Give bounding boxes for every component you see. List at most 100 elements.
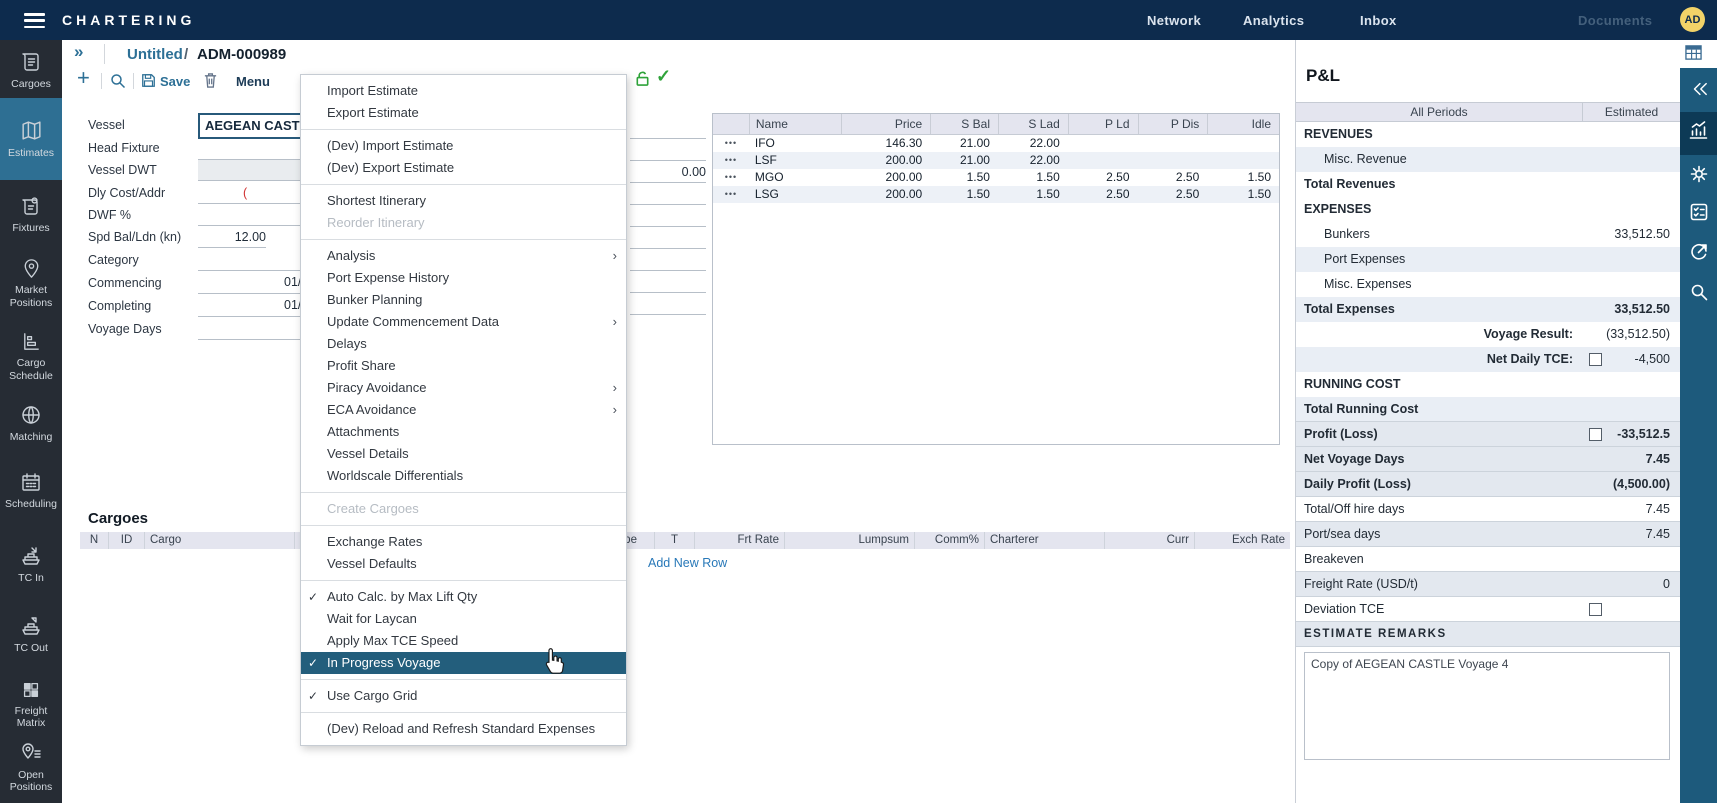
- menu-item-dev-reload-expenses[interactable]: (Dev) Reload and Refresh Standard Expens…: [301, 718, 626, 740]
- sidebar-item-tc-out[interactable]: TC Out: [0, 608, 62, 660]
- sidebar-item-fixtures[interactable]: Fixtures: [0, 186, 62, 242]
- row-actions-icon[interactable]: •••: [713, 152, 749, 169]
- pin-list-icon: [19, 741, 43, 765]
- menu-item-vessel-details[interactable]: Vessel Details: [301, 443, 626, 465]
- menu-item-port-expense-history[interactable]: Port Expense History: [301, 267, 626, 289]
- breadcrumb-estimate-name[interactable]: Untitled: [127, 46, 183, 63]
- bunker-row[interactable]: ••• MGO200.00 1.501.50 2.502.50 1.50: [713, 169, 1279, 186]
- form-field-2col[interactable]: [630, 184, 706, 205]
- menu-item-exchange-rates[interactable]: Exchange Rates: [301, 531, 626, 553]
- form-field-2col[interactable]: [630, 118, 706, 139]
- menu-item-vessel-defaults[interactable]: Vessel Defaults: [301, 553, 626, 575]
- edit-gauge-icon[interactable]: [1680, 242, 1717, 267]
- menu-item-apply-max-tce-speed[interactable]: Apply Max TCE Speed: [301, 630, 626, 652]
- check-icon: ✓: [308, 586, 318, 608]
- menu-item-worldscale-differentials[interactable]: Worldscale Differentials: [301, 465, 626, 487]
- menu-item-export-estimate[interactable]: Export Estimate: [301, 102, 626, 124]
- expand-panel-icon[interactable]: »: [74, 42, 83, 62]
- menu-item-delays[interactable]: Delays: [301, 333, 626, 355]
- sidebar-item-market-positions[interactable]: Market Positions: [0, 252, 62, 314]
- menu-item-in-progress-voyage[interactable]: ✓In Progress Voyage: [301, 652, 626, 674]
- user-avatar[interactable]: AD: [1680, 7, 1705, 32]
- sidebar-item-scheduling[interactable]: Scheduling: [0, 462, 62, 518]
- menu-item-shortest-itinerary[interactable]: Shortest Itinerary: [301, 190, 626, 212]
- row-actions-icon[interactable]: •••: [713, 169, 749, 186]
- menu-item-bunker-planning[interactable]: Bunker Planning: [301, 289, 626, 311]
- deviation-tce-checkbox[interactable]: [1589, 603, 1602, 616]
- sidebar-item-tc-in[interactable]: TC In: [0, 538, 62, 590]
- menu-item-wait-for-laycan[interactable]: Wait for Laycan: [301, 608, 626, 630]
- ship-out-icon: [19, 614, 43, 638]
- submenu-arrow-icon: ›: [613, 311, 617, 333]
- pnl-chart-tab-icon[interactable]: [1680, 112, 1717, 155]
- divider: [133, 73, 134, 89]
- add-new-row-link[interactable]: Add New Row: [648, 556, 727, 570]
- form-field-2col[interactable]: [630, 272, 706, 293]
- unlock-icon[interactable]: [634, 70, 651, 87]
- settings-gear-icon[interactable]: [1680, 164, 1717, 189]
- pnl-row-misc-revenue: Misc. Revenue: [1296, 147, 1680, 172]
- pnl-row-freight-rate: Freight Rate (USD/t)0: [1296, 572, 1680, 597]
- sidebar-item-cargoes[interactable]: Cargoes: [0, 44, 62, 96]
- sidebar-item-freight-matrix[interactable]: Freight Matrix: [0, 674, 62, 734]
- hamburger-menu-icon[interactable]: [24, 13, 45, 28]
- bunker-row[interactable]: ••• LSF200.00 21.0022.00: [713, 152, 1279, 169]
- spd-bal-field[interactable]: 12.00: [198, 227, 266, 248]
- bunker-row[interactable]: ••• IFO146.30 21.0022.00: [713, 135, 1279, 152]
- divider: [101, 73, 102, 89]
- menu-item-use-cargo-grid[interactable]: ✓Use Cargo Grid: [301, 685, 626, 707]
- pnl-column-headers: All Periods Estimated: [1296, 102, 1680, 122]
- sidebar-item-estimates[interactable]: Estimates: [0, 98, 62, 180]
- cargoes-table-header: N ID Cargo Type T Frt Rate Lumpsum Comm%…: [80, 532, 1290, 549]
- estimate-remarks-textarea[interactable]: Copy of AEGEAN CASTLE Voyage 4: [1304, 652, 1670, 760]
- menu-item-import-estimate[interactable]: Import Estimate: [301, 80, 626, 102]
- menu-item-auto-calc-max-lift[interactable]: ✓Auto Calc. by Max Lift Qty: [301, 586, 626, 608]
- sidebar-item-cargo-schedule[interactable]: Cargo Schedule: [0, 324, 62, 388]
- row-actions-icon[interactable]: •••: [713, 135, 749, 152]
- nav-documents[interactable]: Documents: [1578, 13, 1652, 28]
- menu-item-profit-share[interactable]: Profit Share: [301, 355, 626, 377]
- row-actions-icon[interactable]: •••: [713, 186, 749, 203]
- menu-button[interactable]: Menu: [236, 74, 270, 89]
- form-field-2col-value[interactable]: 0.00: [630, 162, 706, 183]
- field-label-commencing: Commencing: [88, 276, 162, 290]
- add-button[interactable]: +: [77, 67, 90, 89]
- menu-item-analysis[interactable]: Analysis›: [301, 245, 626, 267]
- completing-value: 01/: [284, 298, 301, 312]
- menu-item-dev-export-estimate[interactable]: (Dev) Export Estimate: [301, 157, 626, 179]
- form-field-2col[interactable]: [630, 250, 706, 271]
- bunker-row[interactable]: ••• LSG200.00 1.501.50 2.502.50 1.50: [713, 186, 1279, 203]
- menu-item-eca-avoidance[interactable]: ECA Avoidance›: [301, 399, 626, 421]
- menu-item-dev-import-estimate[interactable]: (Dev) Import Estimate: [301, 135, 626, 157]
- form-field-2col[interactable]: [630, 206, 706, 227]
- validated-check-icon: ✓: [656, 66, 671, 87]
- nav-inbox[interactable]: Inbox: [1360, 13, 1397, 28]
- save-icon[interactable]: [141, 73, 156, 88]
- profit-loss-checkbox[interactable]: [1589, 428, 1602, 441]
- nav-analytics[interactable]: Analytics: [1243, 13, 1304, 28]
- submenu-arrow-icon: ›: [613, 245, 617, 267]
- search-icon[interactable]: [110, 73, 126, 89]
- net-daily-tce-checkbox[interactable]: [1589, 353, 1602, 366]
- menu-item-piracy-avoidance[interactable]: Piracy Avoidance›: [301, 377, 626, 399]
- pnl-col-all-periods[interactable]: All Periods: [1296, 103, 1583, 121]
- delete-icon[interactable]: [203, 72, 218, 89]
- form-field-2col[interactable]: [630, 294, 706, 315]
- form-field-2col[interactable]: [630, 228, 706, 249]
- menu-item-attachments[interactable]: Attachments: [301, 421, 626, 443]
- save-button[interactable]: Save: [160, 74, 190, 89]
- table-view-icon[interactable]: [1684, 44, 1703, 61]
- map-pin-icon: [20, 257, 43, 280]
- sidebar-item-open-positions[interactable]: Open Positions: [0, 736, 62, 798]
- pnl-col-estimated[interactable]: Estimated: [1583, 103, 1680, 121]
- menu-item-update-commencement-data[interactable]: Update Commencement Data›: [301, 311, 626, 333]
- checklist-icon[interactable]: [1680, 202, 1717, 227]
- nav-network[interactable]: Network: [1147, 13, 1201, 28]
- collapse-panel-icon[interactable]: [1680, 80, 1717, 103]
- form-field-2col[interactable]: [630, 140, 706, 161]
- menu-item-create-cargoes: Create Cargoes: [301, 498, 626, 520]
- search-rail-icon[interactable]: [1680, 282, 1717, 307]
- pnl-row-total-running-cost: Total Running Cost: [1296, 397, 1680, 422]
- field-label-dwf: DWF %: [88, 208, 131, 222]
- sidebar-item-matching[interactable]: Matching: [0, 398, 62, 448]
